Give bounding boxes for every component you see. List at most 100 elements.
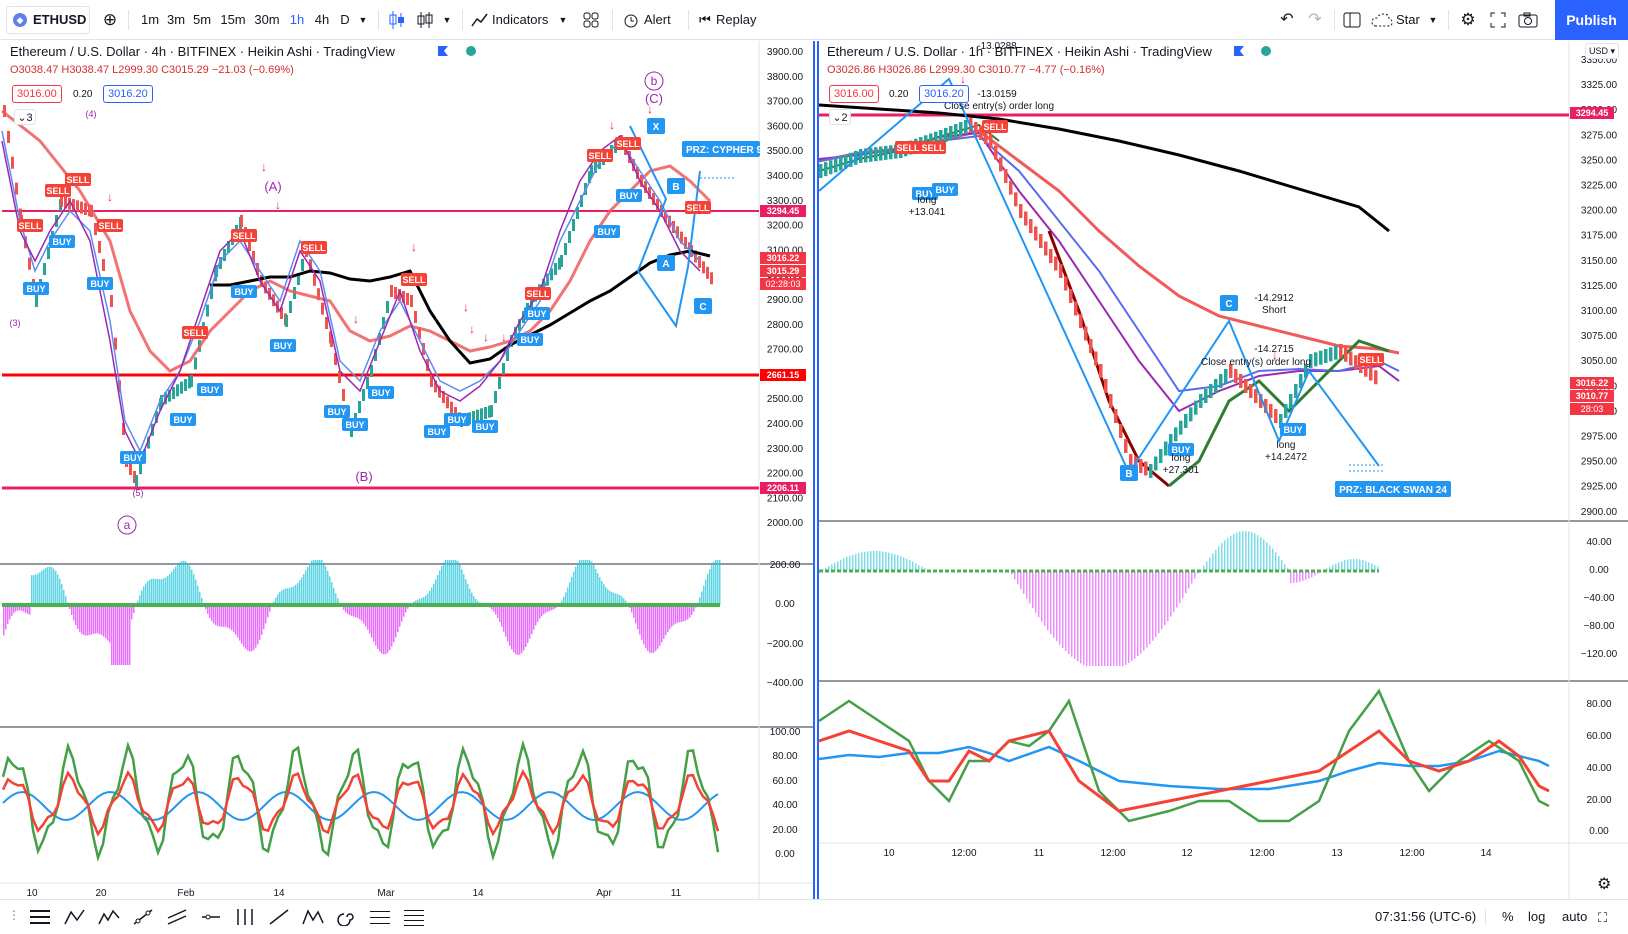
alarm-clock-icon[interactable] [620,6,642,34]
chart-canvas-1h[interactable]: 3350.003325.003300.003275.003250.003225.… [819,41,1628,899]
wave-label: (4) [86,109,97,119]
camera-icon[interactable] [1516,6,1540,34]
histogram-bar [705,579,707,605]
histogram-bar [571,576,573,605]
histogram-bar [553,605,555,610]
buy-signal-label: BUY [52,237,71,247]
layout-grid-icon[interactable] [580,6,602,34]
chart-settings-gear-icon[interactable]: ⚙ [1597,876,1612,893]
clock-timezone[interactable]: 07:31:56 (UTC-6) [1375,909,1477,924]
chart-canvas-4h[interactable]: 3900.00 3800.00 3700.00 3600.00 3500.00 3400.… [0,41,815,899]
indicators-button[interactable]: Indicators [492,12,549,27]
gear-icon[interactable]: ⚙ [1460,10,1476,29]
candle [472,411,475,423]
candle [889,145,893,160]
histogram-bar [573,571,575,605]
sell-price-button[interactable]: 3016.00 [12,85,62,103]
histogram-bar [855,553,857,571]
split-layout-icon[interactable] [1340,6,1364,34]
stochastic-tick: 60.00 [1586,731,1611,742]
interval-30m[interactable]: 30m [254,12,280,27]
down-arrow-marker: ↓ [647,102,653,116]
bar-style-icon[interactable] [414,6,436,34]
spread-value: 0.20 [73,89,93,100]
line-tool-icon[interactable] [268,908,290,926]
histogram-bar [527,605,529,644]
auto-scale-toggle[interactable]: auto [1562,909,1588,924]
replay-button[interactable]: Replay [716,12,757,27]
chevron-down-icon[interactable]: ▼ [442,15,452,25]
histogram-bar [1224,540,1226,571]
histogram-bar [1368,562,1370,571]
interval-3m[interactable]: 3m [166,12,186,27]
fib-extension-icon[interactable] [404,908,426,926]
log-scale-toggle[interactable]: log [1528,909,1546,924]
percent-scale-toggle[interactable]: % [1502,909,1514,924]
replay-rewind-icon[interactable]: ⏮ [699,12,711,27]
symbol-search[interactable]: ◆ ETHUSD [6,6,90,34]
currency-selector[interactable]: USD ▾ [1585,43,1619,59]
trend-line-icon[interactable] [132,908,154,926]
add-symbol-plus-icon[interactable]: ⊕ [102,10,118,29]
flag-icon[interactable] [1234,46,1244,56]
sell-price-button[interactable]: 3016.00 [829,85,879,103]
histogram-bar [1077,571,1079,662]
down-arrow-marker: ↓ [483,330,489,344]
harmonic-black-swan-pattern[interactable] [819,77,1380,476]
prz-box [682,141,760,157]
interval-d[interactable]: D [340,12,350,27]
indicators-icon[interactable] [470,6,490,34]
candles-chart-type-icon[interactable] [386,6,408,34]
histogram-bar [891,553,893,571]
candle [64,196,67,209]
oscillator-tick: 40.00 [1586,537,1611,548]
buy-price-button[interactable]: 3016.20 [103,85,153,103]
fullscreen-icon[interactable]: ⛶ [1598,910,1608,925]
drag-handle-icon[interactable]: ⋮ [8,908,20,922]
menu-lines-icon[interactable] [30,908,52,926]
interval-4h[interactable]: 4h [314,12,330,27]
fullscreen-icon[interactable] [1486,6,1510,34]
chevron-down-icon[interactable]: ▼ [358,15,368,25]
candle [88,204,91,217]
alert-button[interactable]: Alert [644,12,671,27]
histogram-bar [95,605,97,634]
indicator-collapse-toggle[interactable]: ⌄3 [14,109,36,125]
cloud-icon[interactable] [1370,6,1394,34]
vertical-lines-icon[interactable] [234,908,256,926]
stochastic-tick: 80.00 [772,751,797,762]
fib-spiral-icon[interactable] [336,908,358,927]
candle [999,157,1003,172]
redo-icon[interactable]: ↷ [1308,11,1322,28]
candle [176,384,179,397]
chevron-down-icon[interactable]: ▼ [1428,15,1438,25]
harmonic-cypher-pattern[interactable] [629,125,701,329]
indicator-collapse-toggle[interactable]: ⌄2 [829,109,851,125]
candle [849,152,853,167]
candle [558,257,561,270]
histogram-bar [61,584,63,605]
interval-1h[interactable]: 1h [289,12,305,27]
fib-retracement-icon[interactable] [370,908,392,926]
histogram-bar [153,578,155,605]
chevron-down-icon[interactable]: ▼ [558,15,568,25]
undo-icon[interactable]: ↶ [1280,11,1294,28]
parallel-channel-icon[interactable] [166,908,188,926]
interval-1m[interactable]: 1m [140,12,160,27]
histogram-bar [1242,531,1244,571]
chart-panel-1h[interactable]: 3350.003325.003300.003275.003250.003225.… [817,41,1628,899]
horizontal-ray-icon[interactable] [200,908,222,926]
publish-button[interactable]: Publish [1555,0,1628,40]
interval-15m[interactable]: 15m [220,12,246,27]
chart-panel-4h[interactable]: 3900.00 3800.00 3700.00 3600.00 3500.00 3400.… [0,41,815,899]
buy-signal [616,189,642,202]
histogram-bar [1104,571,1106,666]
wave-count-icon[interactable] [98,908,120,926]
interval-5m[interactable]: 5m [192,12,212,27]
xabcd-pattern-icon[interactable] [302,908,324,926]
star-button[interactable]: Star [1396,12,1420,27]
flag-icon[interactable] [438,46,448,56]
buy-price-button[interactable]: 3016.20 [919,85,969,103]
abc-pattern-icon[interactable] [64,908,86,926]
price-tick: 3200.00 [767,221,804,232]
